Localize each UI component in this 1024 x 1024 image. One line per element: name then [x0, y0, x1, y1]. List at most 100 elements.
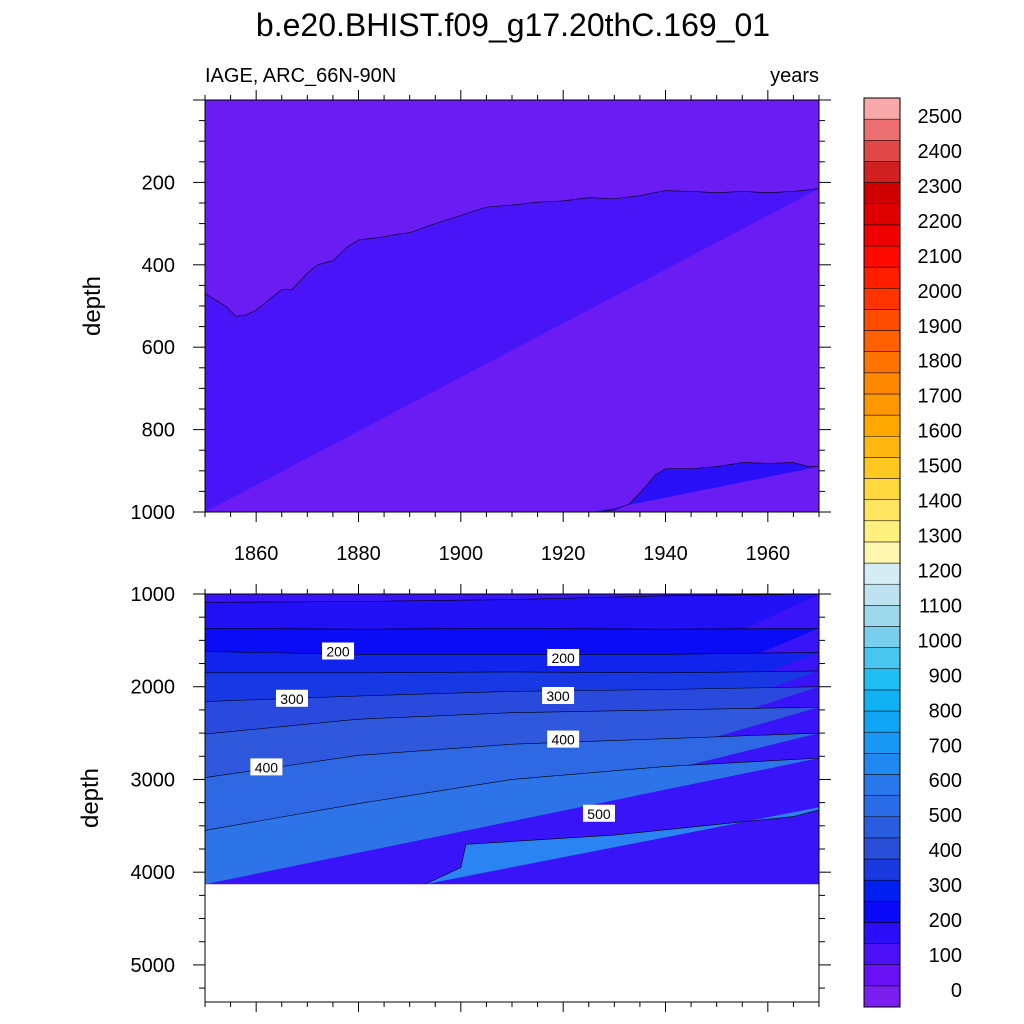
contour-label-text: 300 — [280, 691, 304, 707]
colorbar-swatch — [863, 710, 901, 733]
colorbar-swatch — [863, 140, 901, 162]
colorbar-swatch — [863, 372, 901, 395]
chart-subtitle-left: IAGE, ARC_66N-90N — [205, 65, 396, 87]
colorbar: 2500 2400 2300 2200 2100 2000 1900 1800 1700 1600… — [863, 97, 963, 1008]
colorbar-label: 600 — [929, 770, 962, 792]
y-tick-label: 600 — [142, 337, 175, 359]
contour-line-200 — [205, 651, 819, 655]
colorbar-swatch — [863, 435, 901, 458]
colorbar-swatch — [863, 668, 901, 691]
lower-ylabel: depth — [77, 768, 104, 828]
colorbar-swatch — [863, 774, 901, 796]
y-tick-label: 4000 — [131, 862, 176, 884]
upper-ylabel: depth — [79, 276, 106, 336]
colorbar-label: 2200 — [918, 211, 963, 233]
colorbar-label: 100 — [929, 945, 962, 967]
colorbar-swatch — [863, 245, 901, 268]
y-tick-label: 200 — [142, 172, 175, 194]
contour-label: 400 — [250, 758, 283, 776]
colorbar-swatch — [863, 922, 901, 944]
colorbar-swatch — [863, 753, 901, 775]
contour-label-bg — [322, 642, 355, 660]
colorbar-label: 400 — [929, 840, 962, 862]
contour-label-text: 200 — [326, 643, 350, 659]
band-2 — [593, 462, 819, 512]
colorbar-label: 2300 — [918, 176, 963, 198]
contour-label-text: 400 — [551, 732, 575, 748]
band-1 — [205, 188, 819, 512]
contour-line-200 — [593, 462, 819, 512]
colorbar-swatch — [863, 351, 901, 374]
colorbar-label: 500 — [929, 805, 962, 827]
colorbar-swatch — [863, 499, 901, 522]
colorbar-swatch — [863, 879, 901, 902]
colorbar-label: 2000 — [918, 281, 963, 303]
colorbar-swatch — [863, 541, 901, 564]
colorbar-swatch — [863, 901, 901, 923]
contour-line-150 — [205, 628, 819, 630]
colorbar-swatch — [863, 457, 901, 479]
colorbar-label: 2100 — [918, 246, 963, 268]
colorbar-swatch — [863, 583, 901, 606]
lower-panel: 200 200 300 300 400 400 500 1000 2000 3000 4000 500… — [131, 584, 831, 1012]
colorbar-swatch — [863, 224, 901, 247]
contour-line-500 — [424, 809, 819, 885]
band-8 — [205, 758, 819, 885]
colorbar-swatch — [863, 605, 901, 627]
chart-title: b.e20.BHIST.f09_g17.20thC.169_01 — [256, 7, 770, 43]
contour-line-350 — [205, 706, 819, 735]
colorbar-label: 700 — [929, 735, 962, 757]
colorbar-swatch — [863, 97, 901, 120]
colorbar-swatch — [863, 795, 901, 817]
colorbar-swatch — [863, 118, 901, 141]
colorbar-swatch — [863, 330, 901, 352]
colorbar-swatch — [863, 943, 901, 965]
x-tick-label: 1880 — [336, 543, 381, 565]
contour-label: 400 — [547, 730, 580, 748]
contour-label-bg — [275, 689, 308, 707]
colorbar-swatch — [863, 203, 901, 226]
contour-label-bg — [582, 804, 615, 822]
colorbar-swatch — [863, 816, 901, 839]
colorbar-swatch — [863, 266, 901, 289]
no-data-region — [205, 884, 819, 1002]
colorbar-swatch — [863, 414, 901, 437]
contour-label-bg — [250, 758, 283, 776]
contour-label-text: 400 — [255, 759, 279, 775]
y-tick-label: 400 — [142, 255, 175, 277]
y-tick-label: 5000 — [131, 955, 176, 977]
colorbar-label: 1300 — [918, 526, 963, 548]
colorbar-label: 1800 — [918, 351, 963, 373]
colorbar-swatch — [863, 837, 901, 860]
x-tick-label: 1920 — [541, 543, 586, 565]
colorbar-label: 1600 — [918, 421, 963, 443]
colorbar-label: 1100 — [919, 595, 962, 617]
contour-label-bg — [547, 730, 580, 748]
contour-label-bg — [547, 648, 580, 666]
colorbar-label: 900 — [929, 665, 962, 687]
x-tick-label: 1900 — [439, 543, 484, 565]
colorbar-swatch — [863, 161, 901, 183]
colorbar-swatch — [863, 689, 901, 712]
contour-line-250 — [205, 670, 819, 674]
contour-label: 300 — [542, 687, 575, 704]
colorbar-label: 1000 — [918, 630, 963, 652]
colorbar-swatch — [863, 858, 901, 881]
colorbar-swatch — [863, 478, 901, 500]
colorbar-label: 1200 — [918, 560, 963, 582]
colorbar-label: 300 — [929, 875, 962, 897]
upper-panel: 1860 1880 1900 1920 1940 1960 200 400 600 800 1000 — [131, 90, 831, 565]
colorbar-swatch — [863, 182, 901, 204]
colorbar-label: 1900 — [918, 316, 963, 338]
colorbar-label: 1700 — [918, 386, 963, 408]
contour-label: 300 — [275, 689, 308, 707]
contour-label: 200 — [547, 648, 580, 666]
colorbar-label: 2500 — [918, 106, 963, 128]
colorbar-label: 1400 — [918, 491, 963, 513]
colorbar-label: 2400 — [918, 141, 963, 163]
contour-label: 200 — [322, 642, 355, 660]
y-tick-label: 1000 — [131, 502, 176, 524]
band-9 — [425, 807, 819, 885]
x-tick-label: 1960 — [746, 543, 791, 565]
